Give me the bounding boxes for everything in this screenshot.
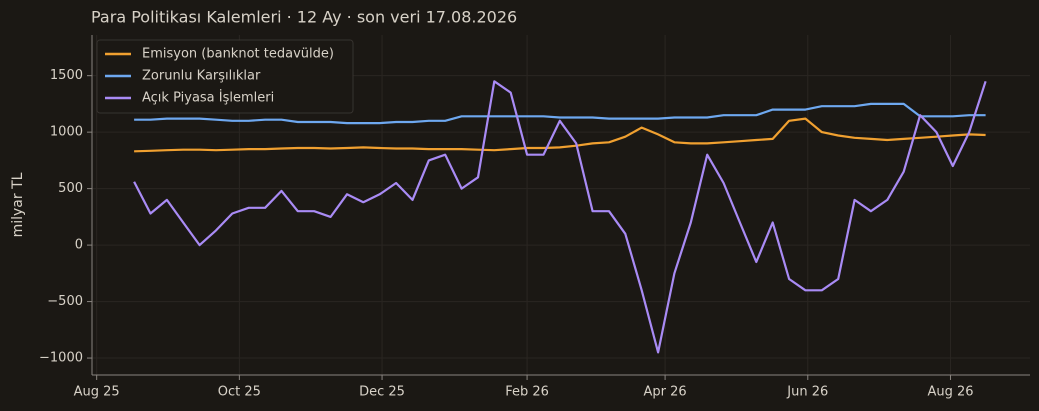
x-tick-label: Aug 26 (927, 385, 973, 400)
series-line (133, 80, 987, 354)
x-tick-label: Dec 25 (359, 385, 405, 400)
legend-label: Açık Piyasa İşlemleri (142, 90, 274, 106)
legend-box (96, 39, 354, 114)
series-line (134, 102, 986, 125)
y-tick-label: 1000 (50, 125, 83, 140)
series-line (134, 117, 986, 153)
x-tick-label: Apr 26 (644, 385, 687, 400)
y-tick-label: −500 (47, 294, 83, 309)
legend: Emisyon (banknot tedavülde) Zorunlu Karşı… (96, 39, 354, 114)
x-tick-label: Oct 25 (218, 385, 261, 400)
x-tick-label: Feb 26 (505, 385, 549, 400)
y-tick-label: 1500 (50, 68, 83, 83)
legend-label: Zorunlu Karşılıklar (142, 69, 261, 84)
y-tick-label: 500 (58, 181, 83, 196)
x-tick-label: Aug 25 (74, 385, 120, 400)
y-tick-label: 0 (75, 238, 83, 253)
x-tick-label: Jun 26 (786, 385, 828, 400)
chart-title: Para Politikası Kalemleri · 12 Ay · son … (91, 8, 517, 27)
y-tick-label: −1000 (39, 351, 83, 366)
y-axis-label: milyar TL (10, 172, 26, 237)
legend-label: Emisyon (banknot tedavülde) (142, 47, 334, 62)
